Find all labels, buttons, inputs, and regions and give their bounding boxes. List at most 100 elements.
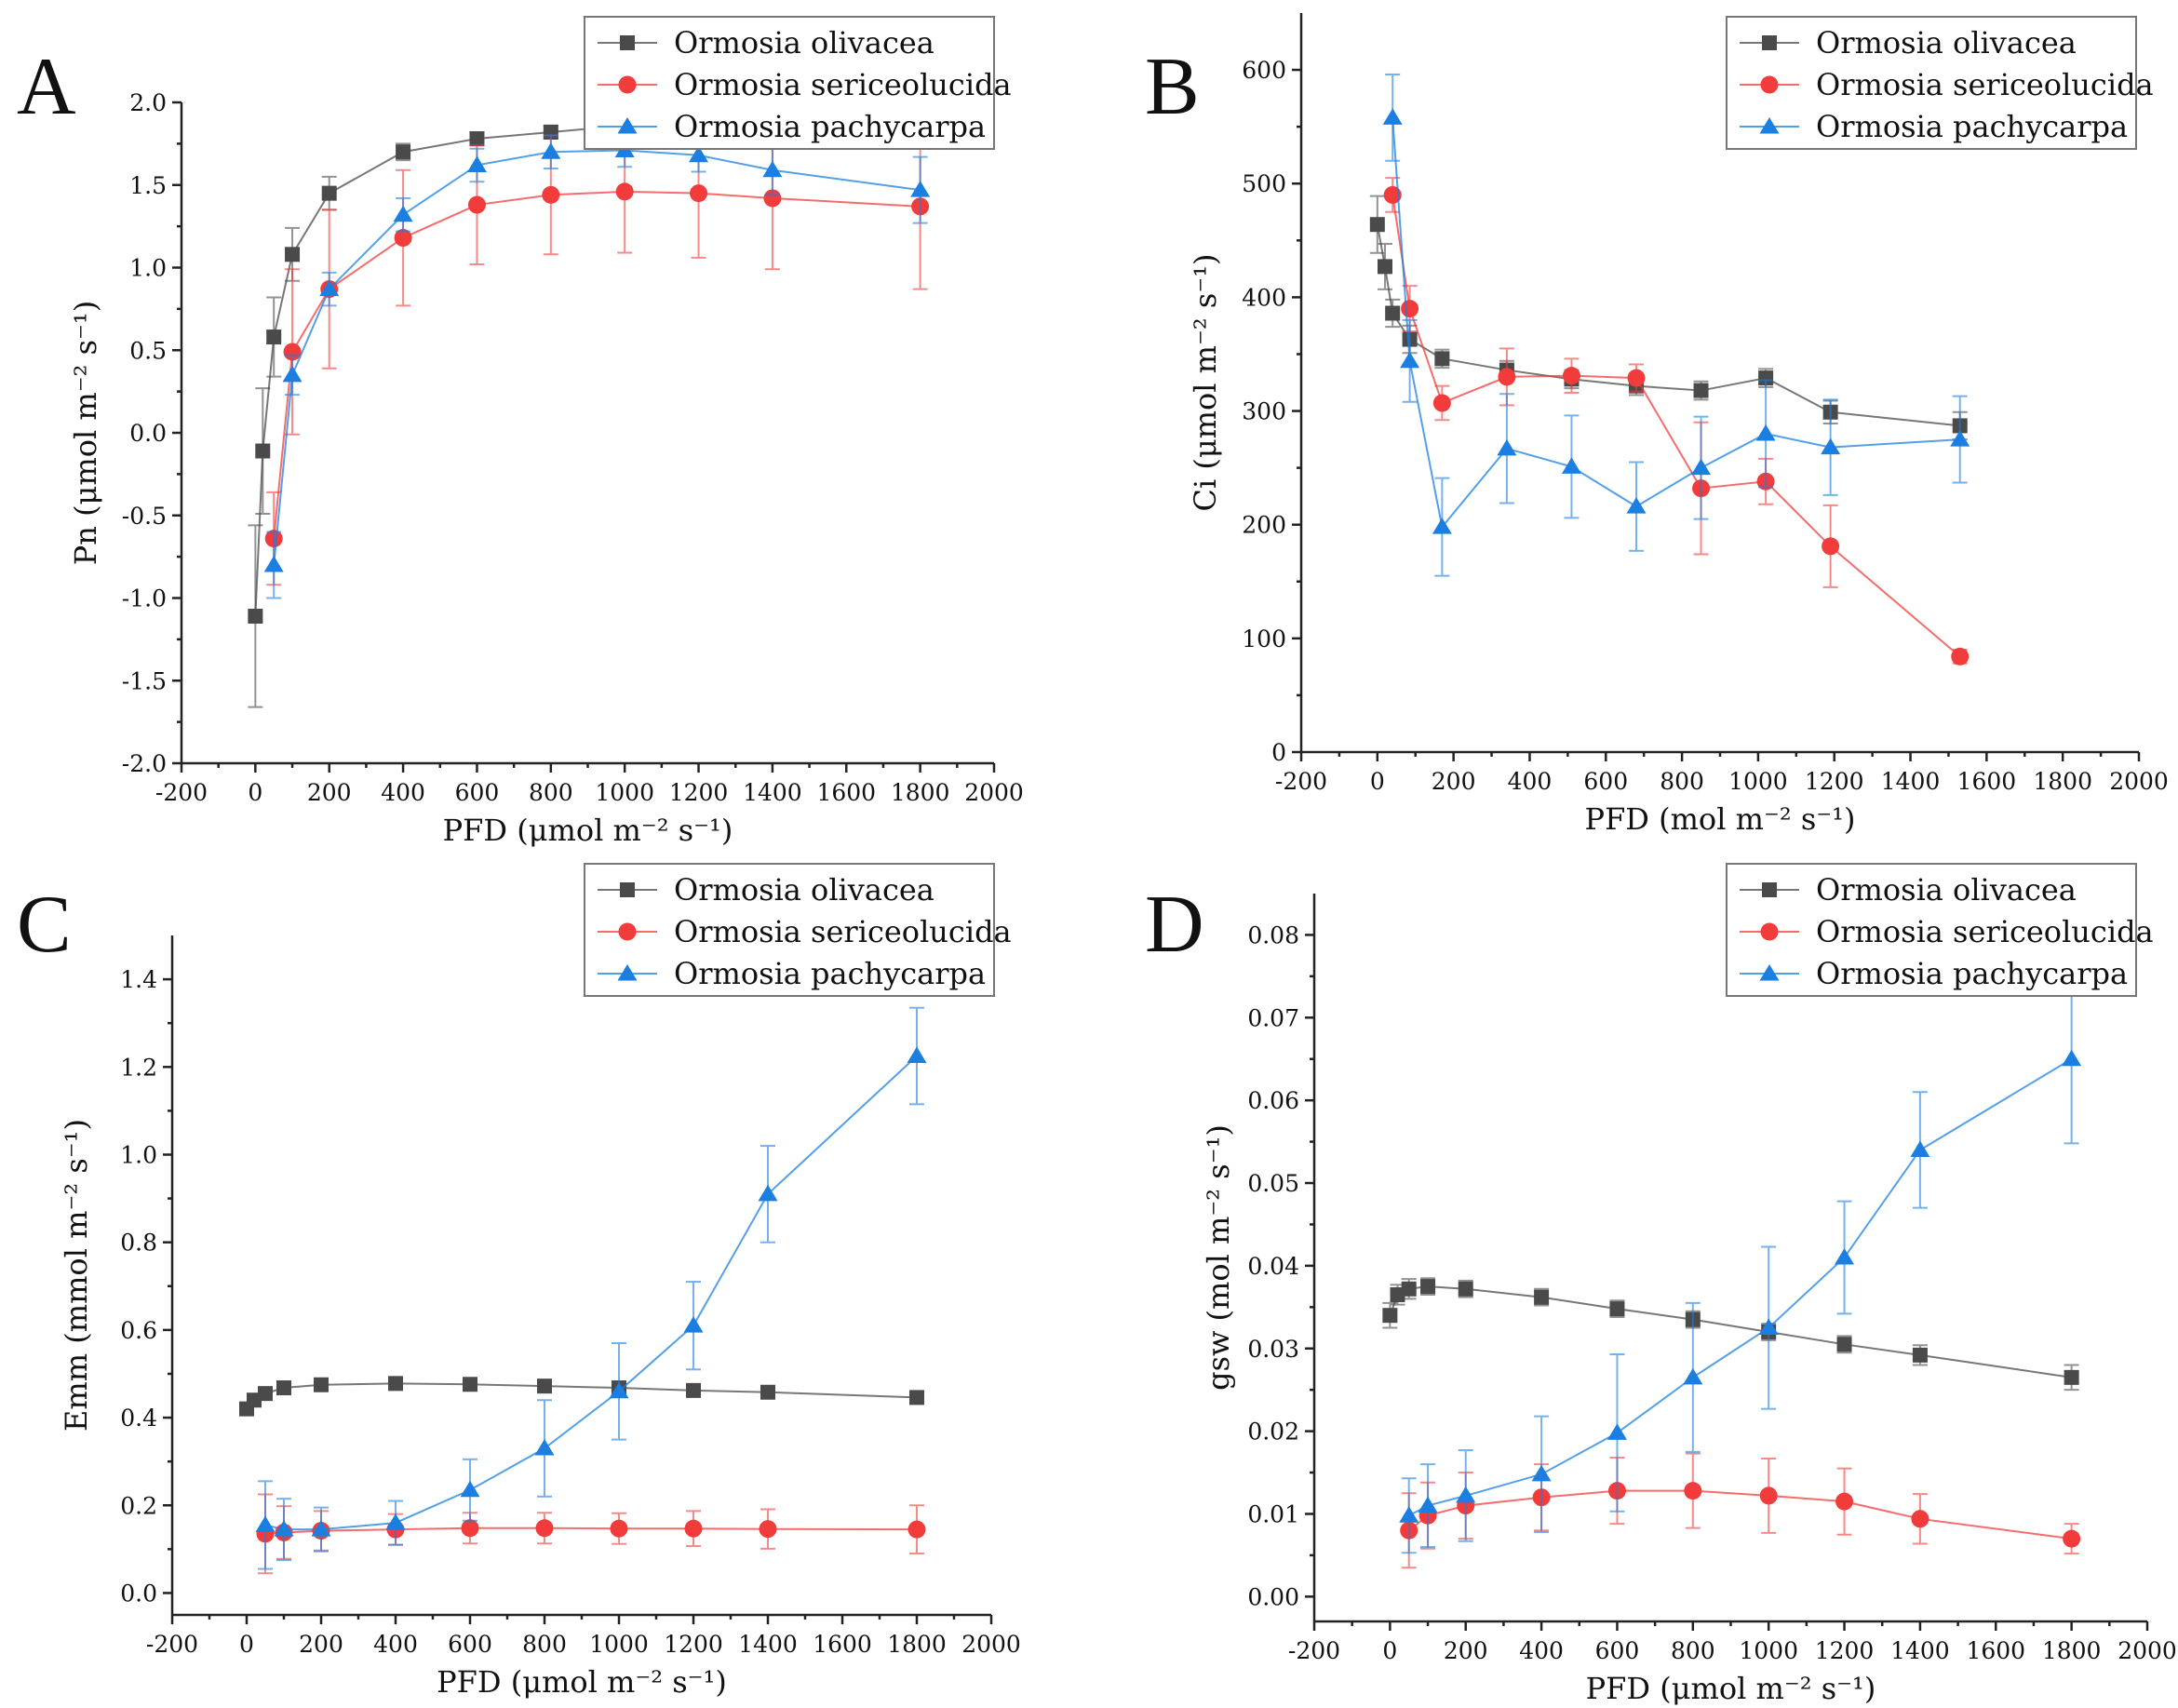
series-line bbox=[246, 1382, 918, 1410]
legend-label: Ormosia pachycarpa bbox=[1816, 956, 2128, 991]
data-point bbox=[1684, 1482, 1702, 1500]
error-bars bbox=[266, 132, 928, 599]
data-point bbox=[1369, 217, 1385, 233]
legend: Ormosia olivacea Ormosia sericeolucida Orm… bbox=[1726, 16, 2154, 150]
data-point bbox=[460, 1480, 480, 1498]
data-point bbox=[610, 1519, 628, 1538]
legend-marker bbox=[1762, 882, 1777, 897]
data-point bbox=[469, 131, 485, 147]
y-tick-label: 0.06 bbox=[1247, 1087, 1299, 1114]
y-tick-label: 0.05 bbox=[1247, 1170, 1299, 1197]
legend-marker bbox=[620, 35, 635, 50]
x-tick-label: 600 bbox=[1583, 768, 1628, 795]
x-tick-label: 2000 bbox=[2109, 768, 2169, 795]
data-point bbox=[255, 443, 271, 459]
panel-b: B-200 0 200 400 600 800 1000 1200 1400 1600 1800 20… bbox=[1145, 13, 2169, 837]
data-point bbox=[1401, 300, 1419, 318]
data-point bbox=[282, 365, 302, 383]
x-tick-label: 400 bbox=[1519, 1637, 1564, 1664]
data-point bbox=[1822, 537, 1840, 556]
x-axis-title: PFD (μmol m⁻² s⁻¹) bbox=[437, 1664, 727, 1700]
series-sericeolucida bbox=[264, 123, 930, 586]
data-point bbox=[1821, 437, 1841, 455]
data-point bbox=[1534, 1289, 1550, 1305]
y-tick-label: -1.5 bbox=[122, 667, 167, 694]
data-point bbox=[541, 142, 561, 159]
data-point bbox=[258, 1386, 273, 1402]
x-tick-label: 1600 bbox=[1957, 768, 2017, 795]
legend-marker bbox=[617, 964, 638, 981]
x-tick-label: 1000 bbox=[1728, 768, 1788, 795]
data-point bbox=[909, 1390, 924, 1405]
error-bars bbox=[1369, 195, 1968, 441]
panel-letter: C bbox=[17, 880, 72, 970]
x-tick-label: 1800 bbox=[887, 1631, 947, 1658]
series-olivacea bbox=[239, 1376, 924, 1417]
series-line bbox=[1392, 195, 1961, 658]
data-point bbox=[466, 155, 487, 172]
series-sericeolucida bbox=[1400, 1452, 2081, 1569]
series-line bbox=[264, 1055, 918, 1531]
data-point bbox=[274, 1520, 294, 1537]
data-point bbox=[248, 609, 263, 625]
y-tick-label: 1.2 bbox=[120, 1054, 157, 1081]
data-point bbox=[684, 1519, 703, 1538]
error-bars bbox=[1401, 974, 2079, 1554]
data-point bbox=[758, 1184, 778, 1202]
x-tick-label: 1600 bbox=[816, 779, 876, 806]
data-point bbox=[1758, 1318, 1779, 1336]
data-point bbox=[1836, 1337, 1852, 1352]
error-bars bbox=[258, 1493, 924, 1575]
series-line bbox=[1392, 117, 1960, 530]
data-point bbox=[1420, 1279, 1436, 1295]
x-tick-label: 200 bbox=[1432, 768, 1476, 795]
data-point bbox=[534, 1439, 555, 1456]
data-point bbox=[1911, 1510, 1929, 1528]
x-tick-label: 1400 bbox=[1881, 768, 1941, 795]
series-pachycarpa bbox=[255, 1006, 927, 1570]
x-tick-label: 1800 bbox=[2042, 1637, 2102, 1664]
y-tick-label: 0.6 bbox=[120, 1317, 157, 1344]
legend-label: Ormosia sericeolucida bbox=[1816, 914, 2154, 949]
legend-marker bbox=[1759, 964, 1780, 981]
panel-c: C -200 0 200 400 600 800 1000 1200 1400 1600 1800 20… bbox=[17, 863, 1021, 1700]
x-tick-label: 0 bbox=[248, 779, 262, 806]
x-tick-label: 800 bbox=[1671, 1637, 1715, 1664]
legend-label: Ormosia sericeolucida bbox=[1816, 67, 2154, 102]
y-tick-label: 0.5 bbox=[129, 337, 167, 364]
legend: Ormosia olivacea Ormosia sericeolucida Orm… bbox=[584, 16, 1012, 150]
legend-marker bbox=[618, 75, 637, 94]
x-tick-label: 200 bbox=[1444, 1637, 1488, 1664]
error-bars bbox=[1382, 1277, 2079, 1392]
y-axis-title: Emm (mmol m⁻² s⁻¹) bbox=[59, 1119, 94, 1432]
data-point bbox=[1759, 1486, 1778, 1505]
error-bars bbox=[1385, 177, 1968, 665]
y-tick-label: -1.0 bbox=[122, 585, 167, 612]
series-line bbox=[1408, 1057, 2073, 1517]
x-tick-label: 1000 bbox=[595, 779, 654, 806]
data-point bbox=[393, 205, 413, 222]
legend: Ormosia olivacea Ormosia sericeolucida Orm… bbox=[1726, 863, 2154, 997]
y-tick-label: 1.5 bbox=[129, 172, 167, 199]
data-point bbox=[321, 185, 337, 201]
x-tick-label: 600 bbox=[1595, 1637, 1640, 1664]
data-point bbox=[283, 343, 302, 361]
series-pachycarpa bbox=[1399, 974, 2082, 1554]
data-point bbox=[388, 1376, 403, 1392]
x-tick-label: 600 bbox=[455, 779, 500, 806]
data-point bbox=[467, 195, 486, 214]
data-point bbox=[1497, 438, 1517, 456]
data-point bbox=[1950, 430, 1970, 447]
data-point bbox=[1382, 1308, 1398, 1324]
x-tick-label: 2000 bbox=[961, 1631, 1021, 1658]
x-tick-label: 600 bbox=[448, 1631, 492, 1658]
data-point bbox=[1382, 108, 1403, 125]
panel-letter: D bbox=[1145, 880, 1204, 970]
x-tick-label: 400 bbox=[1508, 768, 1553, 795]
x-tick-label: 1000 bbox=[1739, 1637, 1798, 1664]
data-point bbox=[276, 1380, 291, 1396]
data-point bbox=[1400, 351, 1420, 369]
data-point bbox=[1626, 497, 1647, 514]
y-tick-label: 100 bbox=[1242, 625, 1286, 652]
legend-label: Ormosia pachycarpa bbox=[674, 109, 986, 144]
